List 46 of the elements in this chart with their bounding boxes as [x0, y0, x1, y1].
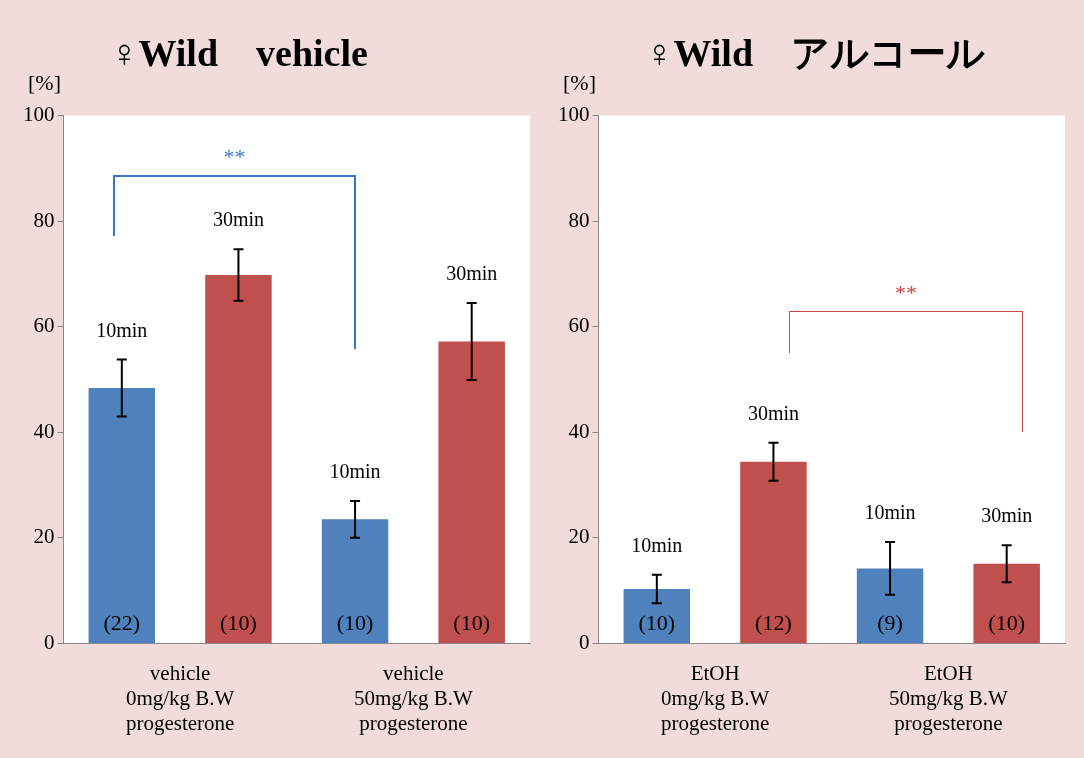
text: 10min: [864, 501, 916, 524]
bar: [438, 341, 505, 643]
y-tick-label: 40: [33, 418, 55, 443]
series-label: 10min: [329, 460, 381, 483]
y-tick-label: 0: [44, 629, 55, 654]
x-tick-label: vehicle 0mg/kg B.W progesterone: [125, 660, 235, 735]
bar: [856, 568, 924, 643]
y-axis-title: [%]: [563, 70, 596, 96]
bar: [205, 275, 272, 643]
chart-title: ♀Wild アルコール: [645, 31, 986, 76]
x-tick-label: vehicle 50mg/kg B.W progesterone: [353, 660, 474, 735]
bar: [623, 589, 691, 643]
y-tick-label: 60: [33, 313, 55, 338]
y-tick-label: 80: [33, 207, 55, 232]
text: 30min: [446, 262, 498, 285]
bar: [321, 519, 389, 643]
annotation: **: [895, 279, 918, 305]
x-tick-label: EtOH 0mg/kg B.W progesterone: [660, 660, 770, 735]
text: 10min: [96, 318, 148, 341]
y-tick-label: 40: [568, 418, 590, 443]
x-tick-label: EtOH 50mg/kg B.W progesterone: [888, 660, 1009, 735]
series-label: 30min: [981, 504, 1033, 527]
y-tick-label: 20: [33, 524, 55, 549]
bar: [973, 563, 1040, 643]
bar: [740, 461, 807, 643]
text: 30min: [747, 402, 799, 425]
series-label: 10min: [631, 534, 683, 557]
annotation: (10): [638, 610, 676, 636]
y-tick-label: 80: [568, 207, 590, 232]
annotation: (9): [877, 610, 903, 636]
y-axis-title: [%]: [28, 70, 61, 96]
y-tick-label: 100: [558, 102, 590, 127]
annotation: (10): [453, 610, 491, 636]
y-tick-label: 100: [23, 102, 55, 127]
text: 30min: [212, 208, 264, 231]
annotation: (10): [220, 610, 257, 636]
y-tick-label: 0: [579, 629, 590, 654]
chart-title: ♀Wild vehicle: [110, 31, 368, 76]
annotation: (10): [988, 610, 1026, 636]
annotation: (10): [336, 610, 374, 636]
annotation: (22): [103, 610, 141, 636]
bar: [88, 387, 156, 643]
y-tick-label: 20: [568, 524, 590, 549]
annotation: (12): [755, 610, 792, 636]
y-tick-label: 60: [568, 313, 590, 338]
annotation: **: [223, 144, 246, 170]
